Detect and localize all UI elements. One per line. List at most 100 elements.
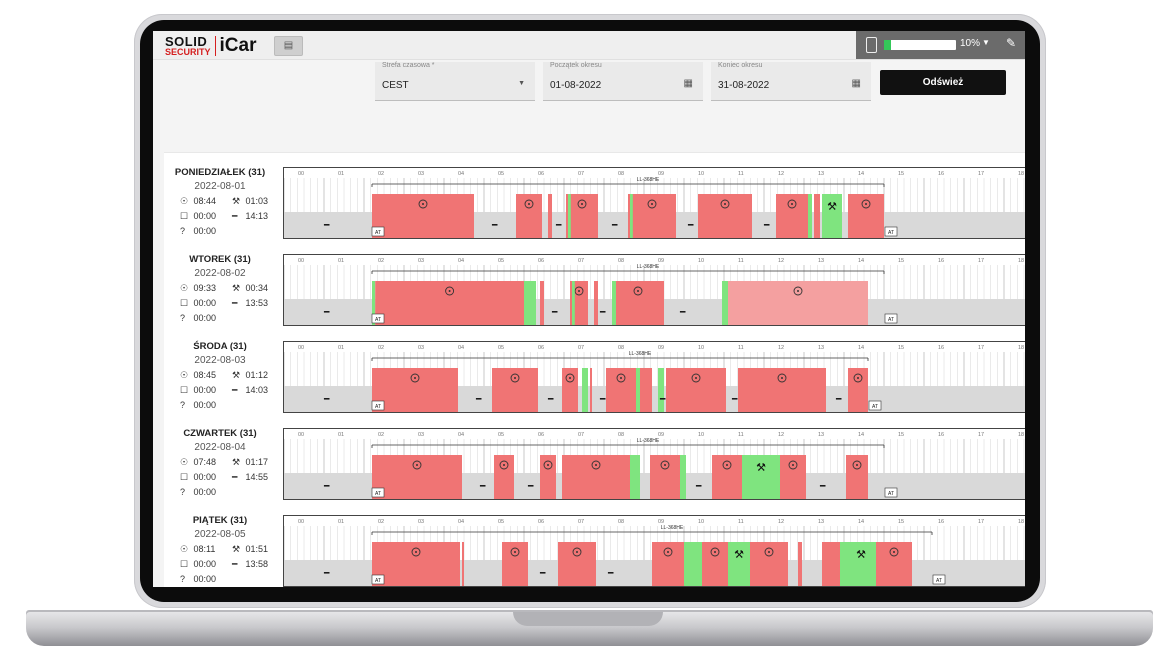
hour-label: 10 xyxy=(698,171,704,177)
hour-label: 05 xyxy=(498,171,504,177)
steering-wheel-icon xyxy=(616,373,626,383)
timezone-select[interactable]: Strefa czasowa * CEST ▼ xyxy=(375,62,535,101)
bed-icon: ━ xyxy=(695,482,702,492)
hour-label: 06 xyxy=(538,258,544,264)
day-timeline[interactable]: 00 01 02 03 04 05 06 07 08 09 10 11 12 13 14 15 16 17 18 LL… xyxy=(283,341,1025,413)
hour-label: 14 xyxy=(858,258,864,264)
steering-wheel-icon: ☉ xyxy=(180,370,189,380)
steering-wheel-icon: ☉ xyxy=(180,196,189,206)
hammers-icon: ⚒ xyxy=(232,370,241,380)
country-label: AT xyxy=(872,404,878,410)
hammers-icon: ⚒ xyxy=(232,283,241,293)
driving-block xyxy=(606,368,636,412)
steering-wheel-hub xyxy=(651,203,653,205)
steering-wheel-icon: ☉ xyxy=(180,457,189,467)
availability-time: 00:00 xyxy=(193,472,217,482)
country-box xyxy=(371,400,385,411)
logo-brand: SOLID SECURITY xyxy=(165,35,211,57)
hour-label: 05 xyxy=(498,519,504,525)
menu-toggle-button[interactable]: ▤ xyxy=(274,36,303,56)
steering-wheel-hub xyxy=(547,464,549,466)
day-timeline[interactable]: 00 01 02 03 04 05 06 07 08 09 10 11 12 13 14 15 16 17 18 LL… xyxy=(283,515,1025,587)
steering-wheel-hub xyxy=(514,377,516,379)
refresh-button[interactable]: Odśwież xyxy=(880,70,1006,95)
work-stat: ⚒ 01:03 xyxy=(232,196,268,207)
calendar-icon[interactable]: ▦ xyxy=(851,78,861,89)
bed-icon: ━ xyxy=(835,395,842,405)
hour-label: 11 xyxy=(738,171,744,177)
driving-block xyxy=(494,455,514,499)
bed-icon: ━ xyxy=(323,482,330,492)
dropdown-arrow-icon[interactable]: ▼ xyxy=(518,80,525,87)
hour-label: 04 xyxy=(458,519,464,525)
country-box xyxy=(884,226,898,237)
unknown-stat: ? 00:00 xyxy=(180,400,216,410)
unknown-stat: ? 00:00 xyxy=(180,226,216,236)
availability-stat: ☐ 00:00 xyxy=(180,385,216,396)
start-date-field[interactable]: Początek okresu 01-08-2022 ▦ xyxy=(543,62,703,101)
hammers-icon: ⚒ xyxy=(232,544,241,554)
day-timeline[interactable]: 00 01 02 03 04 05 06 07 08 09 10 11 12 13 14 15 16 17 18 LL… xyxy=(283,254,1025,326)
driving-block xyxy=(814,194,820,238)
hammers-icon: ⚒ xyxy=(232,457,241,467)
bed-icon: ━ xyxy=(763,221,770,231)
hour-label: 03 xyxy=(418,258,424,264)
day-date: 2022-08-04 xyxy=(194,442,246,453)
driving-block xyxy=(628,194,676,238)
work-time: 00:34 xyxy=(245,283,269,293)
rest-time: 14:13 xyxy=(245,211,269,221)
day-timeline[interactable]: 00 01 02 03 04 05 06 07 08 09 10 11 12 13 14 15 16 17 18 LL… xyxy=(283,167,1025,239)
bed-icon: ━ xyxy=(687,221,694,231)
hour-label: 01 xyxy=(338,171,344,177)
hour-label: 12 xyxy=(778,519,784,525)
hour-label: 12 xyxy=(778,171,784,177)
country-label: AT xyxy=(375,491,381,497)
bed-icon: ━ xyxy=(607,569,614,579)
phone-icon[interactable] xyxy=(866,37,877,53)
hour-label: 06 xyxy=(538,171,544,177)
hammers-icon: ⚒ xyxy=(232,196,241,206)
work-block xyxy=(684,542,702,586)
steering-wheel-hub xyxy=(448,290,451,292)
unknown-time: 00:00 xyxy=(193,226,217,236)
chevron-down-icon[interactable]: ▼ xyxy=(982,38,990,47)
hour-label: 10 xyxy=(698,519,704,525)
hour-label: 17 xyxy=(978,345,984,351)
bed-icon: ━ xyxy=(232,298,238,308)
hour-label: 08 xyxy=(618,345,624,351)
day-summary: PIĄTEK (31) 2022-08-05 ☉ 08:11 ⚒ 01:51 ☐ 00:… xyxy=(164,501,282,587)
calendar-icon[interactable]: ▦ xyxy=(683,78,693,89)
hour-label: 05 xyxy=(498,258,504,264)
steering-wheel-hub xyxy=(724,203,726,205)
rest-stat: ━ 13:58 xyxy=(232,559,268,570)
app-logo[interactable]: SOLID SECURITY iCar xyxy=(165,34,256,58)
availability-stat: ☐ 00:00 xyxy=(180,211,216,222)
steering-wheel-hub xyxy=(791,203,793,205)
day-name: PIĄTEK (31) xyxy=(192,515,248,526)
day-row: CZWARTEK (31) 2022-08-04 ☉ 07:48 ⚒ 01:17 ☐ 0… xyxy=(164,414,1025,500)
vehicle-plate: LL-368HE xyxy=(637,177,660,183)
steering-wheel-hub xyxy=(856,464,858,466)
hour-label: 06 xyxy=(538,432,544,438)
driving-block xyxy=(372,542,460,586)
steering-wheel-icon xyxy=(647,199,657,209)
hour-label: 02 xyxy=(378,345,384,351)
pencil-icon[interactable]: ✎ xyxy=(1006,36,1017,50)
steering-wheel-icon xyxy=(412,460,422,470)
day-timeline[interactable]: 00 01 02 03 04 05 06 07 08 09 10 11 12 13 14 15 16 17 18 LL… xyxy=(283,428,1025,500)
work-time: 01:51 xyxy=(245,544,269,554)
bed-icon: ━ xyxy=(547,395,554,405)
day-name: PONIEDZIAŁEK (31) xyxy=(174,167,266,178)
hour-label: 15 xyxy=(898,519,904,525)
end-date-field[interactable]: Koniec okresu 31-08-2022 ▦ xyxy=(711,62,871,101)
rest-stat: ━ 14:55 xyxy=(232,472,268,483)
availability-icon: ☐ xyxy=(180,472,189,482)
day-name: CZWARTEK (31) xyxy=(183,428,257,439)
end-date-label: Koniec okresu xyxy=(718,62,763,69)
question-icon: ? xyxy=(180,574,186,584)
country-label: AT xyxy=(888,317,894,323)
steering-wheel-icon xyxy=(565,373,575,383)
driving-block xyxy=(612,281,664,325)
bed-icon: ━ xyxy=(679,308,686,318)
hour-label: 16 xyxy=(938,519,944,525)
